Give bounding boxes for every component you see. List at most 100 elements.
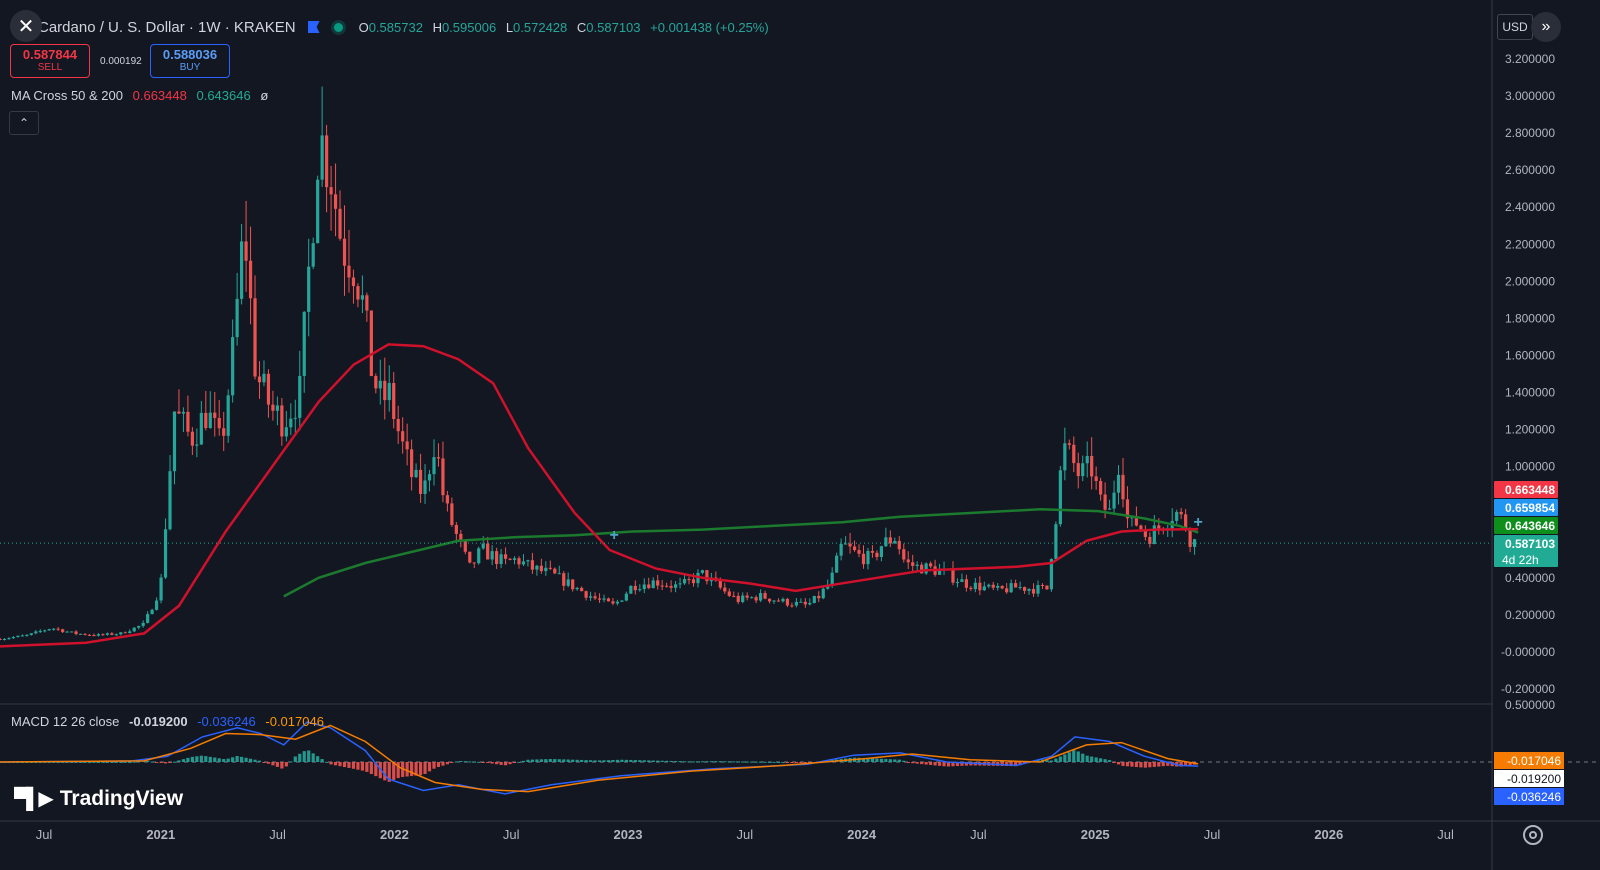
candle-body	[454, 525, 458, 534]
candle-body	[159, 577, 163, 601]
candle-body	[571, 579, 575, 590]
sell-label: SELL	[37, 62, 63, 73]
time-tick-label: Jul	[36, 827, 53, 842]
macd-hist-bar	[584, 760, 588, 762]
candle-body	[262, 373, 266, 383]
candle-body	[92, 635, 96, 637]
macd-hist-bar	[217, 758, 221, 762]
candle-body	[1085, 455, 1089, 464]
candle-body	[378, 380, 382, 389]
candle-body	[101, 634, 105, 636]
candle-body	[298, 375, 302, 418]
macd-hist-bar	[427, 762, 432, 772]
double-chevron-right-icon[interactable]: »	[1531, 12, 1561, 42]
candle-body	[208, 412, 212, 429]
candle-body	[991, 584, 995, 588]
candle-body	[982, 586, 986, 591]
macd-hist-bar	[951, 762, 955, 767]
candle-body	[624, 593, 628, 601]
candle-body	[1175, 511, 1179, 521]
candles-group	[0, 86, 1197, 641]
candle-body	[526, 560, 530, 562]
macd-hist-bar	[1081, 753, 1085, 762]
open-key: O	[358, 19, 369, 35]
macd-hist-bar	[418, 762, 423, 776]
gear-icon[interactable]	[1523, 825, 1543, 845]
candle-body	[575, 587, 579, 590]
candle-body	[123, 632, 127, 634]
candle-body	[423, 480, 427, 494]
macd-hist-bar	[78, 761, 83, 763]
macd-hist-bar	[776, 761, 781, 763]
macd-hist-bar	[1014, 762, 1018, 767]
macd-hist-bar	[727, 761, 731, 763]
macd-hist-bar	[736, 761, 740, 763]
candle-body	[1184, 514, 1188, 530]
candle-body	[656, 580, 660, 586]
candle-body	[673, 584, 678, 588]
candle-body	[204, 412, 208, 429]
macd-hist-bar	[544, 759, 548, 762]
spread-value: 0.000192	[100, 56, 142, 67]
macd-hist-bar	[1143, 762, 1147, 768]
macd-hist-bar	[450, 762, 454, 763]
currency-button[interactable]: USD	[1497, 14, 1533, 40]
candle-body	[839, 543, 843, 556]
buy-button[interactable]: 0.588036 BUY	[150, 44, 230, 78]
macd-hist-bar	[495, 762, 499, 765]
candle-body	[835, 555, 839, 573]
price-label-box	[1494, 517, 1558, 534]
candle-body	[557, 573, 561, 575]
macd-hist-bar	[92, 761, 96, 763]
collapse-legend-icon[interactable]: ⌃	[9, 111, 39, 135]
candle-body	[499, 554, 503, 564]
macd-hist-bar	[1054, 758, 1058, 762]
close-icon[interactable]: ✕	[10, 10, 42, 42]
candle-body	[459, 533, 463, 542]
tradingview-logo[interactable]: ▀▌▶ TradingView	[14, 786, 183, 811]
candle-body	[736, 595, 740, 602]
candle-body	[38, 631, 42, 633]
candle-body	[517, 558, 521, 565]
price-tick-label: -0.000000	[1501, 645, 1555, 659]
candle-body	[213, 412, 217, 418]
candle-body	[1049, 558, 1054, 590]
macd-indicator-legend[interactable]: MACD 12 26 close -0.019200 -0.036246 -0.…	[11, 714, 324, 729]
candle-body	[700, 570, 705, 573]
candle-body	[776, 600, 781, 602]
ma-indicator-legend[interactable]: MA Cross 50 & 200 0.663448 0.643646 ø	[11, 88, 268, 103]
candle-body	[186, 411, 190, 432]
flag-icon[interactable]	[307, 21, 320, 33]
candle-body	[1143, 529, 1147, 537]
candle-body	[244, 241, 248, 261]
macd-hist-bar	[1157, 762, 1161, 767]
candle-body	[1099, 480, 1103, 495]
candle-body	[902, 549, 906, 560]
macd-hist-bar	[159, 762, 163, 763]
candle-body	[602, 598, 606, 600]
candle-body	[342, 238, 347, 266]
symbol-title[interactable]: Cardano / U. S. Dollar · 1W · KRAKEN	[38, 18, 296, 36]
candle-body	[226, 395, 230, 436]
candle-body	[61, 629, 65, 633]
candle-body	[924, 563, 928, 574]
candle-body	[410, 449, 414, 478]
macd-hist-bar	[642, 760, 646, 762]
macd-hist-bar	[754, 761, 758, 763]
candle-body	[181, 411, 186, 414]
macd-hist-bar	[432, 762, 436, 769]
macd-hist-bar	[257, 760, 262, 762]
macd-hist-bar	[347, 762, 351, 768]
candle-body	[110, 633, 114, 635]
sell-button[interactable]: 0.587844 SELL	[10, 44, 90, 78]
macd-hist-bar	[410, 762, 414, 777]
macd-hist-bar	[262, 762, 266, 763]
macd-label-box	[1494, 770, 1564, 787]
macd-hist-bar	[114, 761, 118, 763]
macd-indicator-name: MACD 12 26 close	[11, 714, 120, 729]
macd-hist-bar	[955, 762, 960, 767]
candle-body	[1116, 474, 1121, 493]
macd-hist-bar	[1076, 751, 1080, 762]
macd-hist-bar	[1152, 762, 1156, 767]
